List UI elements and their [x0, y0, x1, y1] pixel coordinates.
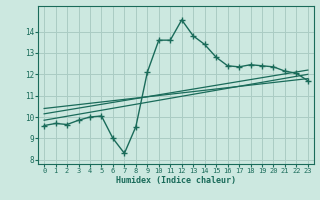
X-axis label: Humidex (Indice chaleur): Humidex (Indice chaleur) [116, 176, 236, 185]
